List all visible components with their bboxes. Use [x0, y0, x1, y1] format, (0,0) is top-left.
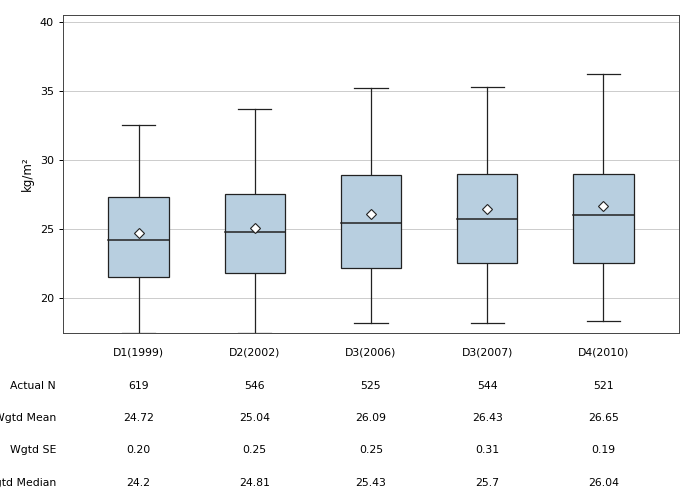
Text: 0.25: 0.25 — [243, 445, 267, 455]
Text: D4(2010): D4(2010) — [578, 348, 629, 358]
Text: D3(2006): D3(2006) — [345, 348, 397, 358]
Text: 544: 544 — [477, 381, 498, 391]
Text: 24.72: 24.72 — [123, 413, 154, 423]
Text: 0.25: 0.25 — [359, 445, 383, 455]
Bar — [573, 174, 634, 264]
Text: Wgtd SE: Wgtd SE — [10, 445, 56, 455]
Bar — [341, 175, 401, 268]
Text: D3(2007): D3(2007) — [461, 348, 513, 358]
Text: D1(1999): D1(1999) — [113, 348, 164, 358]
Text: 546: 546 — [244, 381, 265, 391]
Bar — [108, 197, 169, 278]
Text: 25.7: 25.7 — [475, 478, 499, 488]
Text: Wgtd Mean: Wgtd Mean — [0, 413, 56, 423]
Text: 26.09: 26.09 — [356, 413, 386, 423]
Text: 24.81: 24.81 — [239, 478, 270, 488]
Text: 0.19: 0.19 — [592, 445, 615, 455]
Text: 24.2: 24.2 — [127, 478, 150, 488]
Text: 26.43: 26.43 — [472, 413, 503, 423]
Text: 619: 619 — [128, 381, 149, 391]
Bar — [457, 174, 517, 264]
Text: 25.04: 25.04 — [239, 413, 270, 423]
Text: Actual N: Actual N — [10, 381, 56, 391]
Text: 0.20: 0.20 — [127, 445, 150, 455]
Text: 25.43: 25.43 — [356, 478, 386, 488]
Y-axis label: kg/m²: kg/m² — [21, 156, 34, 191]
Bar — [225, 194, 285, 273]
Text: D2(2002): D2(2002) — [229, 348, 281, 358]
Text: 521: 521 — [593, 381, 614, 391]
Text: 0.31: 0.31 — [475, 445, 499, 455]
Text: Wgtd Median: Wgtd Median — [0, 478, 56, 488]
Text: 26.04: 26.04 — [588, 478, 619, 488]
Text: 525: 525 — [360, 381, 382, 391]
Text: 26.65: 26.65 — [588, 413, 619, 423]
